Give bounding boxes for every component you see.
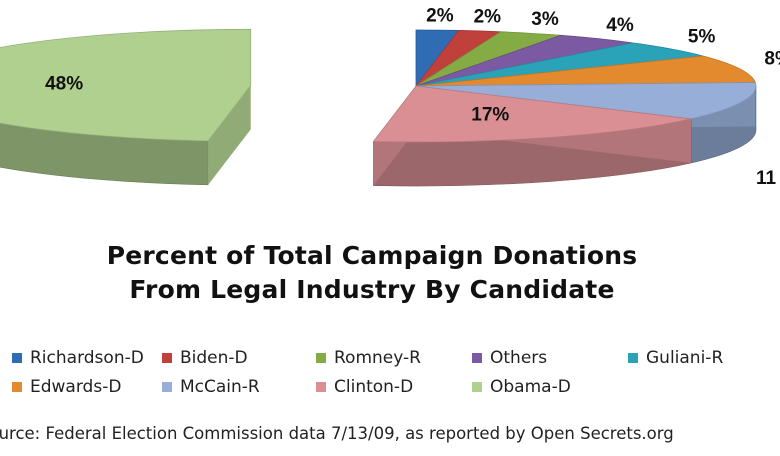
legend-label-edwards: Edwards-D [30, 377, 122, 397]
pie-slice-obama-d [0, 28, 252, 186]
legend-swatch-mccain [162, 382, 172, 392]
legend-item-richardson: Richardson-D [12, 346, 144, 370]
chart-title-line-1: Percent of Total Campaign Donations [106, 241, 638, 270]
legend-label-guliani: Guliani-R [646, 348, 724, 368]
legend-item-guliani: Guliani-R [628, 346, 723, 370]
slice-label-clinton-d: 17% [471, 104, 509, 125]
slice-label-guliani-r: 5% [688, 27, 716, 48]
source-note: Source: Federal Election Commission data… [0, 424, 674, 443]
slice-label-obama-d: 48% [45, 73, 83, 94]
legend-item-edwards: Edwards-D [12, 375, 121, 399]
legend-swatch-romney [316, 353, 326, 363]
legend-swatch-richardson [12, 353, 22, 363]
legend-label-clinton: Clinton-D [334, 377, 414, 397]
slice-label-edwards-d: 8% [764, 49, 780, 70]
legend-label-richardson: Richardson-D [30, 348, 144, 368]
legend-swatch-edwards [12, 382, 22, 392]
legend-item-clinton: Clinton-D [316, 375, 413, 399]
pie-slice-clinton-d [372, 85, 692, 187]
legend-label-mccain: McCain-R [180, 377, 260, 397]
legend-swatch-clinton [316, 382, 326, 392]
legend-item-romney: Romney-R [316, 346, 421, 370]
legend-item-mccain: McCain-R [162, 375, 260, 399]
pie-chart: 2% 2% 3% 4% 5% 8% 48% 11 17% [0, 5, 780, 189]
slice-label-biden-d: 2% [474, 6, 502, 27]
legend-swatch-biden [162, 353, 172, 363]
legend-item-others: Others [472, 346, 547, 370]
legend-label-romney: Romney-R [334, 348, 421, 368]
legend-item-biden: Biden-D [162, 346, 248, 370]
legend-label-obama: Obama-D [490, 377, 571, 397]
legend-item-obama: Obama-D [472, 375, 571, 399]
slice-label-richardson-d: 2% [426, 5, 454, 26]
legend-swatch-obama [472, 382, 482, 392]
legend-swatch-others [472, 353, 482, 363]
legend-label-others: Others [490, 348, 548, 368]
slice-label-others: 4% [606, 15, 634, 36]
chart-title-line-2: From Legal Industry By Candidate [129, 275, 615, 304]
legend-label-biden: Biden-D [180, 348, 248, 368]
legend-swatch-guliani [628, 353, 638, 363]
slice-label-romney-r: 3% [531, 9, 559, 30]
slice-label-mccain-r: 11 [756, 168, 777, 189]
